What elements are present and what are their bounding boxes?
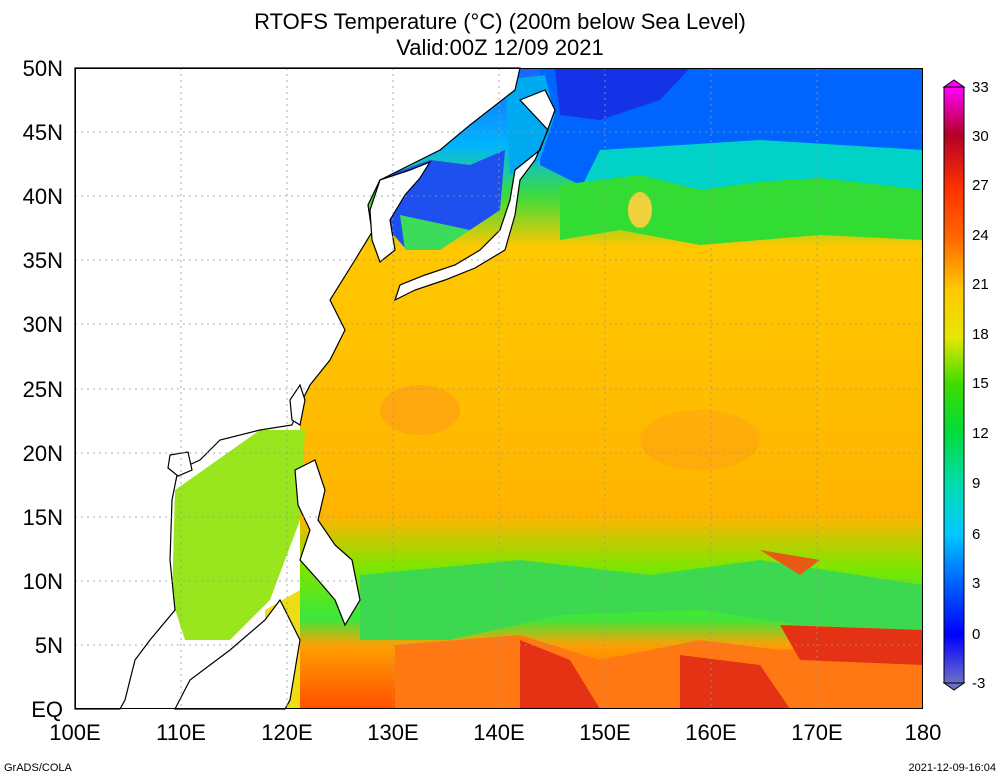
lon-label: 160E: [685, 720, 737, 745]
lon-label: 130E: [367, 720, 419, 745]
lon-label: 110E: [156, 720, 206, 745]
lat-label: 30N: [22, 312, 63, 337]
generation-timestamp: 2021-12-09-16:04: [908, 762, 996, 774]
colorbar-tick: -3: [972, 675, 986, 692]
lat-label: 45N: [22, 120, 63, 145]
colorbar-tick: 24: [972, 227, 989, 244]
map-valid-time: Valid:00Z 12/09 2021: [396, 35, 604, 60]
colorbar-tick: 0: [972, 626, 981, 643]
lat-label: 35N: [22, 248, 63, 273]
colorbar-tick: 6: [972, 526, 981, 543]
lat-label: EQ: [31, 697, 63, 722]
colorbar: [942, 79, 966, 691]
colorbar-tick: 9: [972, 475, 981, 492]
colorbar-tick: 12: [972, 425, 989, 442]
colorbar-tick: 27: [972, 177, 989, 194]
lon-label: 140E: [473, 720, 525, 745]
colorbar-tick: 33: [972, 79, 989, 96]
lon-label: 170E: [791, 720, 843, 745]
graticule: [75, 68, 923, 709]
lat-label: 40N: [22, 184, 63, 209]
lat-label: 50N: [22, 56, 63, 81]
lon-label: 120E: [261, 720, 313, 745]
lat-label: 15N: [22, 505, 63, 530]
lat-label: 20N: [22, 441, 63, 466]
colorbar-tick: 21: [972, 276, 989, 293]
software-credit: GrADS/COLA: [4, 762, 72, 774]
lon-label: 100E: [49, 720, 101, 745]
lon-label: 180: [904, 720, 942, 745]
lat-label: 10N: [22, 569, 63, 594]
colorbar-tick: 18: [972, 326, 989, 343]
colorbar-tick: 3: [972, 575, 981, 592]
map-title: RTOFS Temperature (°C) (200m below Sea L…: [254, 9, 746, 34]
lat-label: 25N: [22, 377, 63, 402]
colorbar-tick: 15: [972, 375, 989, 392]
colorbar-tick: 30: [972, 128, 989, 145]
lat-label: 5N: [34, 633, 63, 658]
lon-label: 150E: [579, 720, 631, 745]
